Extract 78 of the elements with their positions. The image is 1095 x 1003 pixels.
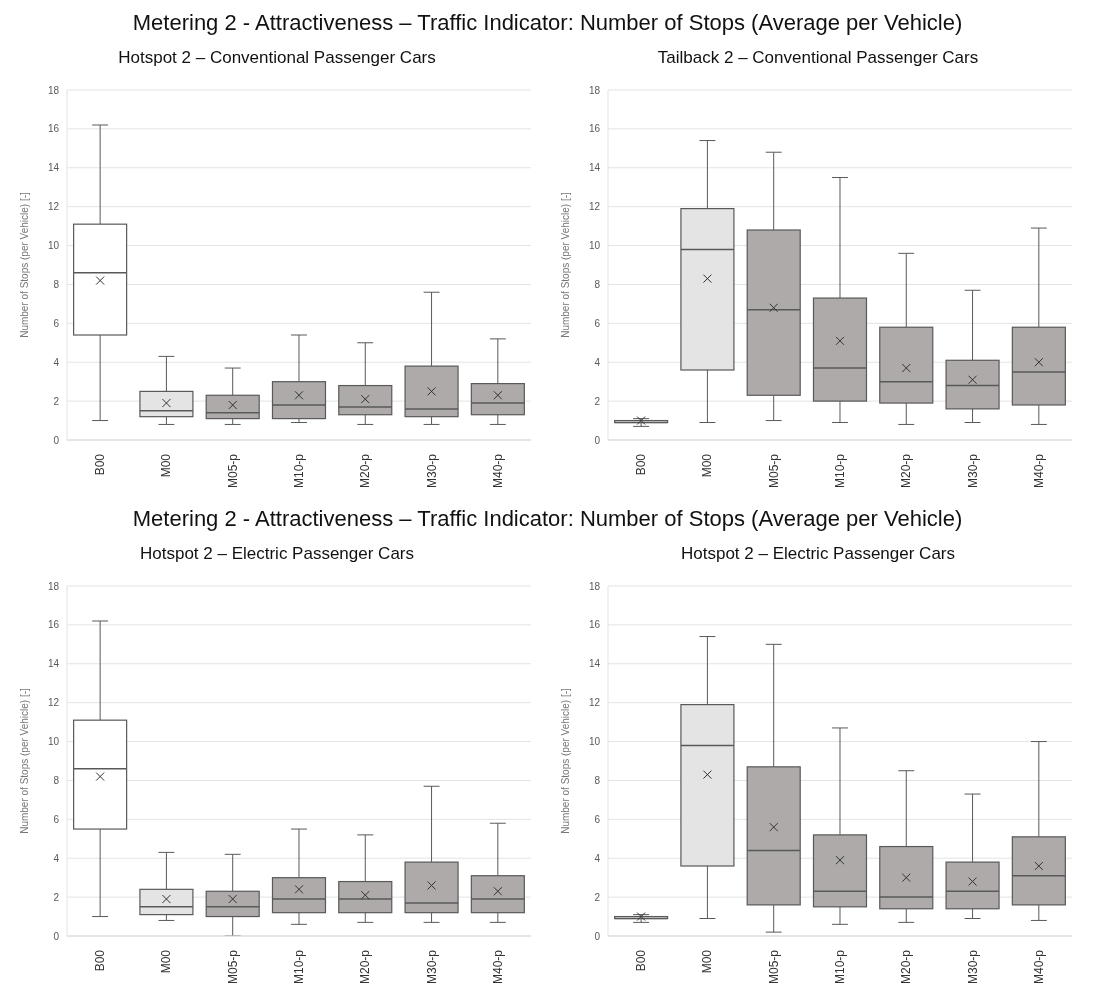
- x-tick-label: M00: [700, 949, 715, 974]
- y-tick-label: 0: [594, 434, 601, 446]
- y-tick-label: 14: [47, 658, 60, 670]
- y-tick-label: 6: [53, 813, 60, 825]
- y-tick-label: 0: [594, 930, 601, 942]
- x-tick-label: M05-p: [766, 949, 781, 985]
- y-tick-label: 12: [47, 201, 60, 213]
- y-axis-title: Number of Stops (per Vehicle) [-]: [559, 687, 571, 834]
- y-tick-label: 14: [47, 162, 60, 174]
- y-tick-label: 4: [53, 852, 60, 864]
- y-tick-label: 14: [588, 658, 601, 670]
- y-tick-label: 8: [53, 774, 60, 786]
- y-tick-label: 12: [588, 697, 601, 709]
- y-tick-label: 10: [588, 240, 601, 252]
- x-tick-label: M30-p: [965, 453, 980, 489]
- x-tick-label: M40-p: [1031, 453, 1046, 489]
- y-tick-label: 10: [47, 240, 60, 252]
- y-tick-label: 2: [594, 395, 601, 407]
- y-tick-label: 0: [53, 930, 60, 942]
- x-tick-label: M20-p: [358, 453, 373, 489]
- y-tick-label: 12: [588, 201, 601, 213]
- y-tick-label: 14: [588, 162, 601, 174]
- y-tick-label: 6: [594, 317, 601, 329]
- y-tick-label: 16: [588, 619, 601, 631]
- y-tick-label: 18: [47, 580, 60, 592]
- y-tick-label: 18: [588, 84, 601, 96]
- y-tick-label: 10: [47, 736, 60, 748]
- x-tick-label: M40-p: [490, 453, 505, 489]
- y-axis-title: Number of Stops (per Vehicle) [-]: [18, 191, 30, 338]
- x-tick-label: M05-p: [766, 453, 781, 489]
- chart-subtitle: Tailback 2 – Conventional Passenger Cars: [656, 48, 980, 69]
- x-tick-label: B00: [93, 949, 108, 972]
- x-tick-label: M30-p: [965, 949, 980, 985]
- x-tick-label: M10-p: [292, 949, 306, 985]
- y-tick-label: 8: [53, 278, 60, 290]
- x-tick-label: B00: [93, 453, 108, 476]
- y-tick-label: 6: [594, 813, 601, 825]
- y-tick-label: 4: [594, 356, 601, 368]
- y-tick-label: 8: [594, 278, 601, 290]
- x-tick-label: M00: [159, 453, 174, 478]
- y-axis-title: Number of Stops (per Vehicle) [-]: [18, 687, 30, 834]
- x-tick-label: B00: [634, 453, 649, 476]
- x-tick-label: M05-p: [225, 453, 240, 489]
- y-tick-label: 6: [53, 317, 60, 329]
- y-tick-label: 18: [588, 580, 601, 592]
- y-tick-label: 16: [588, 123, 601, 135]
- y-tick-label: 16: [47, 619, 60, 631]
- y-tick-label: 4: [594, 852, 601, 864]
- y-tick-label: 2: [53, 891, 60, 903]
- chart-subtitle: Hotspot 2 – Electric Passenger Cars: [139, 544, 415, 565]
- chart-title: Metering 2 - Attractiveness – Traffic Indicator: Number of Stops (Average per Vehicle): [131, 506, 964, 532]
- x-tick-label: M20-p: [358, 949, 373, 985]
- x-tick-label: M00: [159, 949, 174, 974]
- x-tick-label: M30-p: [424, 453, 439, 489]
- y-tick-label: 8: [594, 774, 601, 786]
- y-tick-label: 2: [53, 395, 60, 407]
- x-tick-label: M10-p: [833, 453, 847, 489]
- y-tick-label: 12: [47, 697, 60, 709]
- x-tick-label: M00: [700, 453, 715, 478]
- y-tick-label: 10: [588, 736, 601, 748]
- x-tick-label: M40-p: [1031, 949, 1046, 985]
- y-tick-label: 4: [53, 356, 60, 368]
- y-axis-title: Number of Stops (per Vehicle) [-]: [559, 191, 571, 338]
- y-tick-label: 18: [47, 84, 60, 96]
- y-tick-label: 2: [594, 891, 601, 903]
- x-tick-label: M10-p: [292, 453, 306, 489]
- x-tick-label: M20-p: [899, 949, 914, 985]
- y-tick-label: 0: [53, 434, 60, 446]
- x-tick-label: M30-p: [424, 949, 439, 985]
- chart-subtitle: Hotspot 2 – Electric Passenger Cars: [680, 544, 956, 565]
- chart-title: Metering 2 - Attractiveness – Traffic Indicator: Number of Stops (Average per Vehicle): [131, 10, 964, 36]
- x-tick-label: M05-p: [225, 949, 240, 985]
- x-tick-label: M10-p: [833, 949, 847, 985]
- x-tick-label: M20-p: [899, 453, 914, 489]
- x-tick-label: M40-p: [490, 949, 505, 985]
- y-tick-label: 16: [47, 123, 60, 135]
- x-tick-label: B00: [634, 949, 649, 972]
- chart-subtitle: Hotspot 2 – Conventional Passenger Cars: [117, 48, 437, 69]
